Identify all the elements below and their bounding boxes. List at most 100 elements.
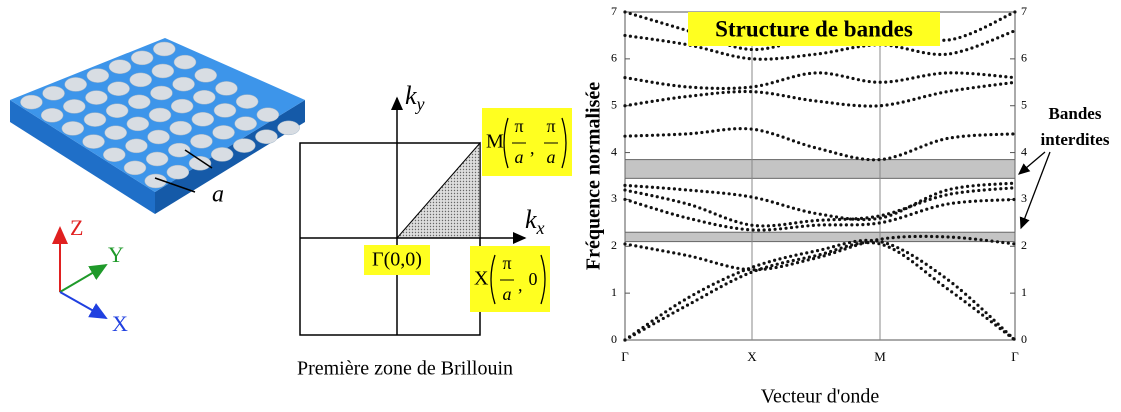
air-hole xyxy=(168,142,191,158)
y-tick-label: 0 xyxy=(1021,332,1027,346)
air-hole xyxy=(172,76,195,92)
x-axis xyxy=(59,291,108,319)
air-hole xyxy=(147,129,170,145)
m-y-num: π xyxy=(546,116,555,136)
air-hole xyxy=(145,151,169,167)
kx-label: kx xyxy=(525,205,545,238)
air-hole xyxy=(129,72,152,88)
x-x-num: π xyxy=(502,253,511,273)
annotation: Bandes xyxy=(1049,104,1102,123)
axis-label: X xyxy=(112,311,128,336)
x-x-den: a xyxy=(503,284,512,304)
x-y: 0 xyxy=(529,269,538,289)
band-gap xyxy=(624,159,1016,179)
air-hole xyxy=(194,68,217,83)
pointer xyxy=(154,177,196,193)
band xyxy=(623,181,1017,222)
air-hole xyxy=(191,112,215,127)
air-hole xyxy=(193,90,216,105)
y-tick-label: 5 xyxy=(1021,97,1027,111)
air-hole xyxy=(233,138,256,153)
air-hole xyxy=(105,103,129,118)
annotation-arrow xyxy=(1018,151,1046,175)
band xyxy=(623,234,1017,272)
y-tick-label: 3 xyxy=(611,191,617,205)
air-hole xyxy=(170,98,194,114)
air-hole xyxy=(103,147,126,162)
axis-label: Y xyxy=(108,242,124,267)
air-hole xyxy=(64,77,87,92)
band xyxy=(623,127,1017,162)
x-axis-label: Vecteur d'onde xyxy=(761,386,880,408)
air-hole xyxy=(256,107,280,122)
air-hole xyxy=(130,50,154,66)
y-axis xyxy=(59,263,108,293)
paren xyxy=(490,254,496,305)
air-hole xyxy=(144,173,167,189)
air-hole xyxy=(128,94,151,110)
pointer xyxy=(184,149,213,169)
m-y-den: a xyxy=(547,147,556,167)
y-tick-label: 7 xyxy=(611,4,617,18)
m-sep: , xyxy=(530,138,535,158)
air-hole xyxy=(107,81,130,96)
air-hole xyxy=(234,116,257,131)
y-tick-label: 1 xyxy=(1021,285,1027,299)
y-tick-label: 7 xyxy=(1021,4,1027,18)
y-tick-label: 1 xyxy=(611,285,617,299)
y-axis-label: Fréquence normalisée xyxy=(583,82,605,270)
air-hole xyxy=(215,81,238,96)
y-tick-label: 4 xyxy=(1021,144,1027,158)
point-m: M π a , π a xyxy=(482,108,572,176)
air-hole xyxy=(235,94,259,109)
point-gamma: Γ(0,0) xyxy=(364,245,430,275)
air-hole xyxy=(150,85,173,101)
air-hole xyxy=(151,63,175,79)
x-sep: , xyxy=(518,275,523,295)
ky-sub: y xyxy=(415,94,425,114)
annotation-arrow xyxy=(1019,151,1051,230)
air-hole xyxy=(173,54,197,70)
air-hole xyxy=(108,59,132,74)
title-highlight xyxy=(688,12,940,46)
air-hole xyxy=(210,147,234,162)
air-hole xyxy=(277,120,300,136)
paren xyxy=(503,117,509,169)
air-hole xyxy=(166,164,190,180)
y-tick-label: 4 xyxy=(611,144,617,158)
band xyxy=(623,241,1017,342)
air-hole xyxy=(212,125,235,140)
photonic-crystal xyxy=(10,38,305,214)
air-hole xyxy=(82,134,105,149)
m-x-den: a xyxy=(515,147,524,167)
air-hole xyxy=(148,107,172,123)
air-hole xyxy=(86,68,110,83)
air-hole xyxy=(126,116,150,132)
band xyxy=(623,80,1017,108)
highlight xyxy=(364,245,430,275)
y-tick-label: 2 xyxy=(611,238,617,252)
air-hole xyxy=(20,94,43,110)
air-hole xyxy=(85,90,108,105)
ky-label: ky xyxy=(405,81,425,114)
air-hole xyxy=(104,125,127,140)
x-tick-label: M xyxy=(874,349,886,364)
kx-sub: x xyxy=(536,218,545,238)
x-tick-label: X xyxy=(747,349,757,364)
x-tick-label: Γ xyxy=(621,349,629,364)
m-x-num: π xyxy=(514,116,523,136)
zone-square xyxy=(299,142,481,336)
air-hole xyxy=(169,120,192,136)
x-tick-label: Γ xyxy=(1011,349,1019,364)
air-hole xyxy=(188,156,212,171)
band xyxy=(623,197,1017,232)
band-gap xyxy=(624,231,1016,243)
band xyxy=(623,238,1017,342)
band xyxy=(623,71,1017,91)
air-hole xyxy=(213,103,237,118)
air-hole xyxy=(83,112,107,127)
highlight xyxy=(470,246,550,312)
irreducible-zone xyxy=(395,141,481,239)
